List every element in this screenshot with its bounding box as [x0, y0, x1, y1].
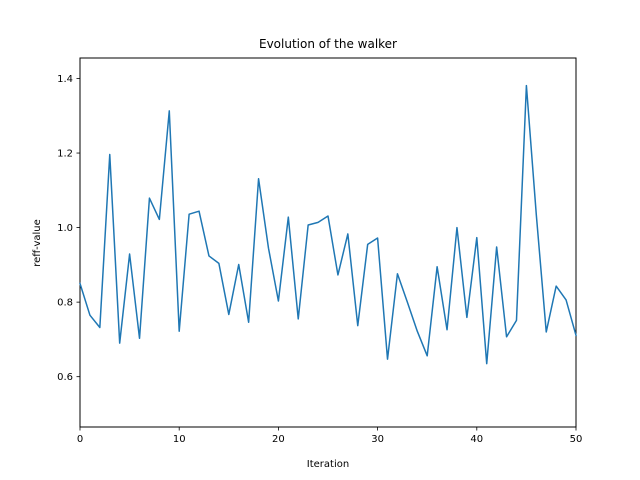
x-axis: 0 10 20 30 40 50 [77, 427, 583, 445]
y-tick-label: 1.2 [57, 149, 73, 160]
chart-title: Evolution of the walker [259, 37, 397, 51]
y-tick-label: 0.6 [57, 372, 73, 383]
y-tick-label: 0.8 [57, 298, 73, 309]
y-axis-label: reff-value [32, 219, 43, 267]
series-line [79, 84, 577, 365]
x-tick-label: 50 [570, 434, 583, 445]
x-axis-label: Iteration [307, 459, 349, 470]
x-tick-label: 30 [371, 434, 384, 445]
y-tick-label: 1.0 [57, 223, 73, 234]
x-tick-label: 10 [173, 434, 186, 445]
y-tick-label: 1.4 [57, 74, 73, 85]
x-tick-label: 40 [470, 434, 483, 445]
y-axis: 0.6 0.8 1.0 1.2 1.4 [57, 74, 80, 383]
axes-frame [79, 57, 577, 428]
x-tick-label: 20 [272, 434, 285, 445]
plot-area: 0 10 20 30 40 50 0.6 0.8 1.0 1.2 1.4 [57, 57, 583, 445]
x-tick-label: 0 [77, 434, 83, 445]
